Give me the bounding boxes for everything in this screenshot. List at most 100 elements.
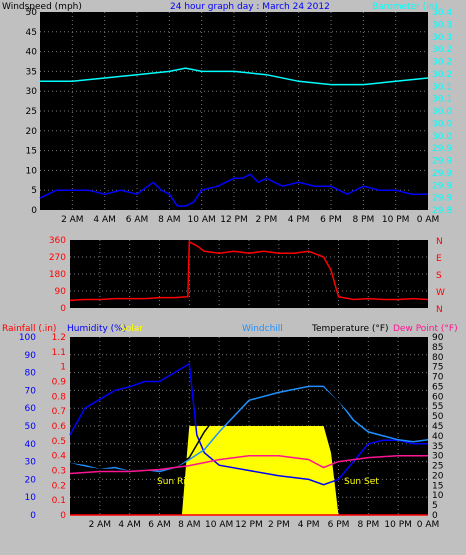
x-tick-label: 4 PM bbox=[298, 520, 320, 530]
series-gust bbox=[39, 173, 428, 207]
barometer-tick-label: 29.9 bbox=[432, 169, 452, 179]
x-tick-label: 2 PM bbox=[268, 520, 290, 530]
rain-tick-label: 0.9 bbox=[52, 378, 67, 388]
barometer-tick-label: 30.2 bbox=[432, 70, 452, 80]
x-tick-label: 12 PM bbox=[220, 215, 248, 225]
humidity-tick-label: 30 bbox=[25, 458, 37, 468]
rain-tick-label: 0.2 bbox=[52, 481, 66, 491]
x-tick-label: 2 PM bbox=[255, 215, 277, 225]
x-tick-label: 6 AM bbox=[148, 520, 171, 530]
temp-tick-label: 90 bbox=[432, 333, 444, 343]
direction-tick-label: 0 bbox=[60, 304, 66, 314]
compass-tick-label: S bbox=[436, 271, 442, 281]
wind-tick-label: 45 bbox=[26, 28, 37, 38]
compass-tick-label: N bbox=[436, 237, 443, 247]
wind-tick-label: 20 bbox=[26, 127, 38, 137]
temp-tick-label: 75 bbox=[432, 363, 443, 373]
temp-tick-label: 40 bbox=[432, 432, 444, 442]
humidity-tick-label: 80 bbox=[25, 369, 37, 379]
temp-tick-label: 55 bbox=[432, 402, 443, 412]
rain-tick-label: 0.6 bbox=[52, 422, 67, 432]
series-wind-direction bbox=[69, 240, 429, 302]
x-tick-label: 10 PM bbox=[384, 520, 412, 530]
direction-chart-left-ticks: 0 90 180 270 360 bbox=[49, 236, 66, 314]
barometer-tick-label: 30.0 bbox=[432, 132, 452, 142]
rain-tick-label: 1 bbox=[60, 363, 66, 373]
compass-tick-label: N bbox=[436, 305, 443, 315]
rain-tick-label: 0.5 bbox=[52, 437, 66, 447]
x-tick-label: 0 AM bbox=[417, 215, 440, 225]
temp-tick-label: 65 bbox=[432, 382, 443, 392]
humidity-tick-label: 90 bbox=[25, 351, 37, 361]
barometer-tick-label: 30.1 bbox=[432, 95, 452, 105]
rain-tick-label: 0.7 bbox=[52, 407, 66, 417]
series-windchill bbox=[69, 385, 429, 473]
humidity-tick-label: 20 bbox=[25, 475, 37, 485]
temp-tick-label: 50 bbox=[432, 412, 444, 422]
barometer-tick-label: 30.1 bbox=[432, 82, 452, 92]
series-humidity bbox=[69, 362, 428, 486]
humidity-tick-label: 0 bbox=[30, 511, 36, 521]
wind-tick-label: 50 bbox=[26, 8, 38, 18]
barometer-tick-label: 29.9 bbox=[432, 181, 452, 191]
series-dew-point-f bbox=[69, 454, 428, 475]
x-tick-label: 8 AM bbox=[158, 215, 181, 225]
x-tick-label: 4 PM bbox=[288, 215, 310, 225]
wind-chart-left-ticks: 0 5 10 15 20 25 30 35 40 45 50 bbox=[26, 8, 38, 216]
compass-tick-label: E bbox=[436, 254, 442, 264]
temp-tick-label: 5 bbox=[432, 501, 438, 511]
x-tick-label: 6 PM bbox=[328, 520, 350, 530]
temp-chart-x-ticks: 2 AM 4 AM 6 AM 8 AM 10 AM 12 PM 2 PM 4 PM 6 PM 8 … bbox=[89, 520, 440, 530]
rain-tick-label: 0.4 bbox=[52, 452, 67, 462]
wind-chart-right-ticks: 29.8 29.9 29.9 29.9 29.9 29.9 30.0 30.0 30.0 30.1… bbox=[432, 8, 452, 216]
wind-tick-label: 0 bbox=[31, 206, 37, 216]
x-tick-label: 6 AM bbox=[126, 215, 149, 225]
x-tick-label: 8 PM bbox=[352, 215, 374, 225]
legend-dewpoint: Dew Point (°F) bbox=[393, 324, 458, 334]
temp-tick-label: 30 bbox=[432, 452, 444, 462]
compass-tick-label: W bbox=[436, 288, 445, 298]
barometer-tick-label: 30.0 bbox=[432, 119, 452, 129]
direction-tick-label: 360 bbox=[49, 236, 66, 246]
barometer-tick-label: 30.3 bbox=[432, 20, 452, 30]
rain-tick-label: 0.3 bbox=[52, 467, 66, 477]
wind-tick-label: 10 bbox=[26, 166, 38, 176]
x-tick-label: 8 AM bbox=[178, 520, 201, 530]
wind-tick-label: 30 bbox=[26, 87, 38, 97]
wind-tick-label: 5 bbox=[31, 186, 37, 196]
direction-tick-label: 270 bbox=[49, 253, 66, 263]
legend-windchill: Windchill bbox=[242, 324, 283, 334]
barometer-tick-label: 30.4 bbox=[432, 8, 452, 18]
x-tick-label: 10 AM bbox=[188, 215, 216, 225]
temp-tick-label: 35 bbox=[432, 442, 443, 452]
temp-tick-label: 25 bbox=[432, 462, 443, 472]
rain-axis-ticks: 0 0.1 0.2 0.3 0.4 0.5 0.6 0.7 0.8 0.9 1 1.1 1.2 bbox=[52, 333, 67, 521]
humidity-axis-ticks: 0 10 20 30 40 50 60 70 80 90 100 bbox=[19, 333, 36, 521]
temp-tick-label: 80 bbox=[432, 353, 444, 363]
rain-tick-label: 0 bbox=[60, 511, 66, 521]
x-tick-label: 2 AM bbox=[61, 215, 84, 225]
x-tick-label: 2 AM bbox=[89, 520, 112, 530]
legend-temperature: Temperature (°F) bbox=[311, 324, 389, 334]
legend-humidity: Humidity (%) bbox=[67, 324, 126, 334]
wind-chart-x-ticks: 2 AM 4 AM 6 AM 8 AM 10 AM 12 PM 2 PM 4 PM 6 PM 8 … bbox=[61, 215, 439, 225]
rain-tick-label: 0.8 bbox=[52, 392, 67, 402]
temp-chart-series bbox=[69, 362, 429, 516]
temp-tick-label: 15 bbox=[432, 481, 443, 491]
barometer-tick-label: 29.8 bbox=[432, 206, 452, 216]
direction-chart-series bbox=[69, 240, 429, 302]
series-barometer-in bbox=[40, 67, 429, 86]
wind-chart-series bbox=[39, 67, 429, 207]
rain-tick-label: 1.1 bbox=[52, 348, 66, 358]
direction-tick-label: 90 bbox=[55, 287, 67, 297]
barometer-tick-label: 30.3 bbox=[432, 33, 452, 43]
x-tick-label: 8 PM bbox=[357, 520, 379, 530]
direction-tick-label: 180 bbox=[49, 270, 66, 280]
wind-tick-label: 25 bbox=[26, 107, 37, 117]
legend-solar: Solar bbox=[120, 324, 143, 334]
humidity-tick-label: 50 bbox=[25, 422, 37, 432]
barometer-tick-label: 29.9 bbox=[432, 157, 452, 167]
